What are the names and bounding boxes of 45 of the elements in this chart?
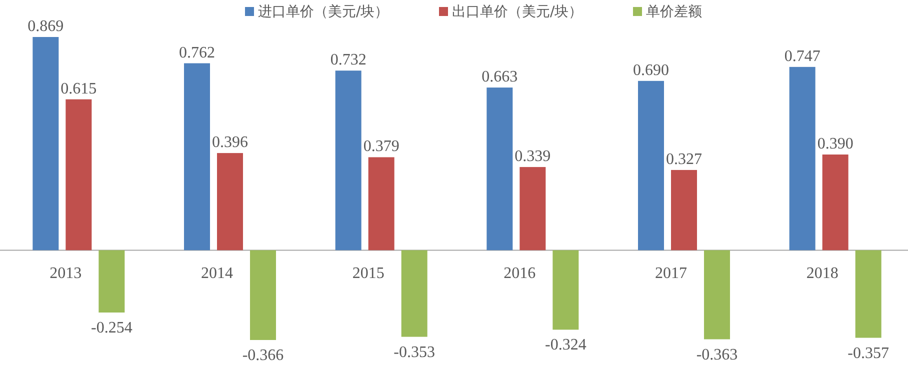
bar: [789, 66, 816, 250]
bar: [368, 157, 394, 250]
x-tick-label: 2017: [655, 265, 687, 282]
bar: [638, 80, 664, 250]
x-tick-label: 2018: [806, 265, 838, 282]
data-label: -0.254: [91, 320, 132, 337]
data-label: -0.366: [242, 347, 284, 364]
bar: [98, 250, 125, 313]
data-label: 0.327: [666, 150, 702, 168]
legend-label: 单价差额: [646, 4, 702, 20]
data-label: -0.324: [545, 336, 586, 354]
bar: [520, 167, 546, 250]
data-label: 0.615: [60, 80, 97, 98]
data-label: 0.869: [28, 18, 64, 35]
data-label: 0.390: [817, 136, 854, 153]
x-tick-label: 2015: [352, 265, 384, 282]
bar: [704, 250, 730, 340]
bar: [486, 88, 513, 250]
legend-label: 进口单价（美元/块）: [258, 4, 389, 20]
bar: [335, 70, 362, 250]
data-label: 0.762: [179, 44, 215, 62]
data-label: -0.353: [394, 344, 435, 361]
bar: [552, 250, 579, 330]
data-label: -0.363: [696, 346, 738, 364]
data-label: -0.357: [848, 344, 889, 362]
bar: [184, 63, 210, 250]
x-tick-label: 2016: [504, 265, 536, 282]
x-tick-label: 2013: [50, 265, 82, 282]
data-label: 0.690: [633, 62, 669, 79]
data-label: 0.732: [330, 52, 366, 69]
bar: [822, 154, 848, 250]
data-label: 0.663: [482, 68, 518, 86]
bar: [32, 37, 59, 250]
data-label: 0.747: [784, 48, 820, 65]
bar: [401, 250, 428, 337]
bar: [217, 153, 243, 250]
bar: [671, 170, 697, 250]
bar: [250, 250, 276, 340]
data-label: 0.396: [212, 134, 248, 152]
x-tick-label: 2014: [201, 265, 233, 282]
data-label: 0.339: [514, 148, 551, 166]
bar: [855, 250, 882, 338]
bar: [66, 99, 92, 250]
legend-label: 出口单价（美元/块）: [452, 4, 583, 20]
data-label: 0.379: [363, 138, 400, 156]
